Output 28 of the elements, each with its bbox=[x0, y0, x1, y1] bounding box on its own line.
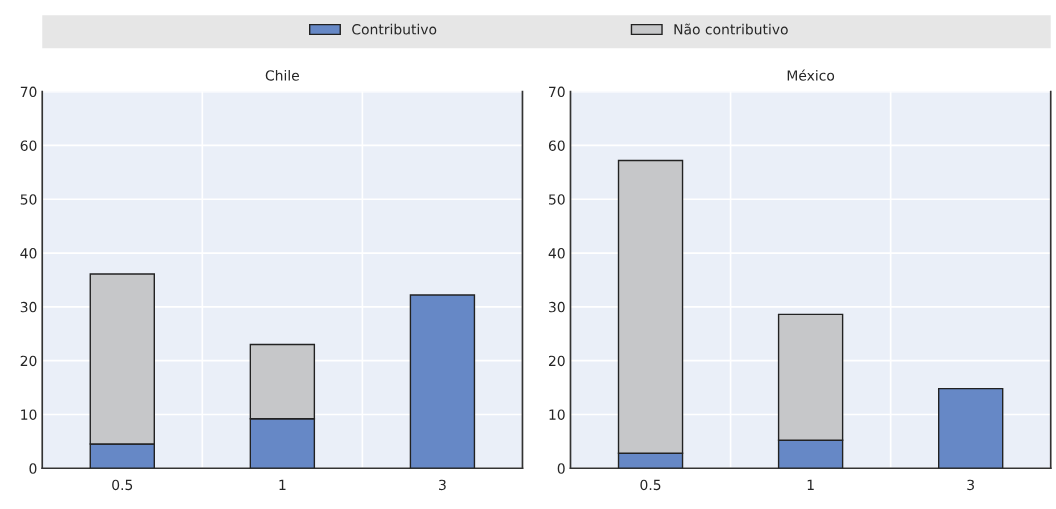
chart-title: México bbox=[787, 69, 835, 81]
legend-label: Contributivo bbox=[352, 23, 437, 35]
y-tick-label: 60 bbox=[548, 140, 565, 151]
bar bbox=[937, 387, 1004, 469]
y-tick-label: 30 bbox=[549, 301, 565, 313]
y-tick-label: 10 bbox=[21, 409, 37, 420]
y-tick-label: 60 bbox=[20, 140, 37, 151]
y-tick-label: 30 bbox=[20, 301, 37, 313]
y-tick-label: 0 bbox=[29, 463, 37, 474]
bar bbox=[409, 294, 476, 469]
y-tick-label: 70 bbox=[549, 86, 565, 98]
x-tick-label: 3 bbox=[967, 479, 974, 491]
y-tick-label: 50 bbox=[549, 194, 565, 205]
x-tick-label: 1 bbox=[279, 479, 286, 490]
x-tick-label: 3 bbox=[439, 479, 446, 491]
y-tick-label: 20 bbox=[20, 355, 37, 367]
y-tick-label: 10 bbox=[549, 409, 565, 420]
x-tick-label: 0.5 bbox=[640, 479, 661, 491]
x-tick-label: 0.5 bbox=[112, 479, 133, 491]
y-tick-label: 40 bbox=[20, 248, 37, 259]
y-tick-label: 0 bbox=[557, 463, 565, 474]
x-tick-label: 1 bbox=[807, 479, 814, 490]
y-tick-label: 20 bbox=[548, 355, 565, 367]
y-tick-label: 40 bbox=[548, 248, 565, 259]
chart-title: Chile bbox=[265, 69, 299, 81]
y-tick-label: 70 bbox=[20, 86, 37, 98]
legend-label: Não contributivo bbox=[674, 23, 788, 35]
y-tick-label: 50 bbox=[20, 194, 37, 205]
